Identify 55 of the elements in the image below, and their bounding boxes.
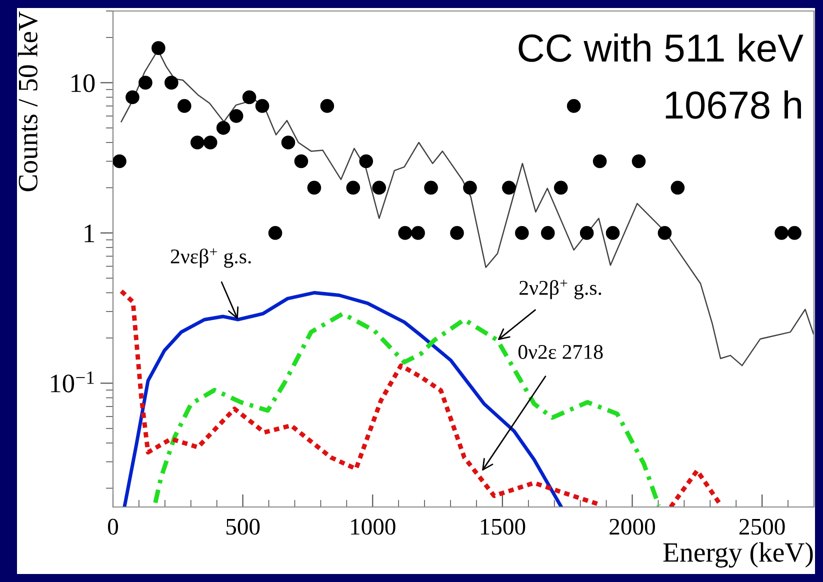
x-tick-label: 500 bbox=[226, 518, 260, 535]
annotation: 0ν2ε 2718 bbox=[518, 344, 603, 359]
point bbox=[450, 226, 464, 240]
point bbox=[774, 226, 788, 240]
point bbox=[606, 226, 620, 240]
line-series bbox=[153, 312, 661, 507]
point bbox=[126, 90, 140, 104]
y-tick-label: 10$^{−1}$ bbox=[50, 372, 94, 392]
point bbox=[190, 136, 204, 150]
point bbox=[294, 154, 308, 168]
annotation: 2νεβ$^{+}$ g.s. bbox=[170, 248, 251, 268]
point bbox=[203, 136, 218, 150]
point bbox=[372, 180, 386, 195]
point bbox=[138, 76, 152, 90]
point bbox=[268, 226, 282, 240]
annotation: CC with 511 keV bbox=[518, 33, 804, 62]
point bbox=[592, 154, 607, 168]
x-tick-label: 2000 bbox=[610, 518, 655, 535]
annotation: 2ν2β$^{+}$ g.s. bbox=[520, 280, 602, 300]
x-axis-title: Energy (keV) bbox=[663, 542, 813, 568]
point bbox=[670, 180, 685, 195]
x-tick-label: 1500 bbox=[480, 518, 526, 535]
point bbox=[216, 121, 230, 135]
point bbox=[307, 180, 322, 195]
point bbox=[113, 154, 126, 168]
point bbox=[632, 154, 646, 168]
point bbox=[658, 226, 672, 240]
point bbox=[320, 99, 334, 113]
annotation: 10678 h bbox=[666, 90, 801, 119]
x-tick-label: 0 bbox=[108, 518, 118, 535]
point bbox=[788, 226, 802, 240]
point bbox=[242, 90, 256, 104]
point bbox=[164, 76, 178, 90]
point bbox=[177, 99, 192, 113]
point bbox=[255, 99, 270, 113]
point bbox=[463, 180, 477, 195]
point bbox=[554, 180, 568, 195]
point bbox=[424, 180, 438, 195]
point bbox=[346, 180, 360, 195]
point bbox=[398, 226, 412, 240]
point bbox=[502, 180, 516, 195]
point bbox=[152, 41, 166, 55]
point bbox=[580, 226, 594, 240]
point bbox=[566, 99, 581, 113]
point bbox=[540, 226, 555, 240]
point bbox=[359, 154, 374, 168]
point bbox=[515, 226, 529, 240]
x-tick-label: 2500 bbox=[740, 518, 785, 535]
point bbox=[411, 226, 425, 240]
point bbox=[281, 136, 296, 150]
point bbox=[229, 109, 244, 123]
y-tick-label: 10 bbox=[72, 74, 95, 92]
y-tick-label: 1 bbox=[84, 224, 94, 242]
y-axis-title: Counts / 50 keV bbox=[18, 11, 38, 192]
x-tick-label: 1000 bbox=[351, 518, 396, 535]
